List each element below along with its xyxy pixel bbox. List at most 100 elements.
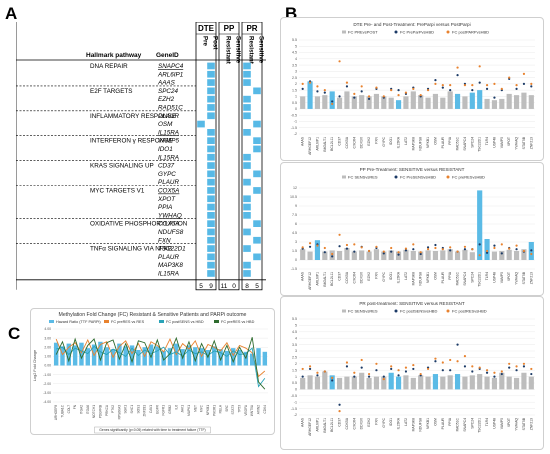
bar	[336, 97, 343, 109]
filled-cell	[253, 137, 261, 144]
filled-cell	[243, 112, 251, 120]
x-tick-label: ZNF213	[529, 137, 533, 149]
x-tick-label: LAT2	[404, 137, 408, 145]
x-tick-label: STAT5B	[522, 271, 526, 284]
bar	[381, 376, 387, 390]
y-tick-label: 0.00	[44, 364, 51, 368]
x-tick-label: GYPC	[382, 417, 386, 427]
x-tick-label: NOTCH1	[92, 405, 96, 418]
filled-cell	[207, 245, 215, 252]
y-tick-label: -3.00	[43, 391, 51, 395]
x-tick-label: SPC24	[470, 137, 474, 148]
bar	[351, 251, 357, 260]
data-point	[301, 87, 304, 90]
bar	[469, 252, 475, 260]
x-tick-label: MET	[193, 405, 197, 412]
data-point	[390, 250, 393, 253]
filled-cell	[207, 129, 215, 136]
bar	[403, 375, 409, 390]
x-tick-label: ITGA2	[79, 405, 83, 414]
gene-id: XPOT	[157, 196, 176, 203]
bar	[79, 342, 84, 366]
x-tick-label: DDX3X	[360, 417, 364, 429]
data-point	[471, 365, 474, 368]
filled-cell	[253, 170, 261, 178]
data-point	[493, 82, 496, 85]
x-tick-label: BCL2L11	[330, 418, 334, 432]
data-point	[530, 252, 533, 256]
bar	[366, 377, 372, 390]
filled-cell	[197, 120, 205, 128]
filled-cell	[207, 270, 215, 277]
bar	[307, 251, 313, 260]
data-point	[530, 85, 533, 88]
data-point	[367, 97, 371, 101]
x-tick-label: AAAS	[301, 136, 305, 146]
x-tick-label: PDGFRB	[98, 405, 102, 418]
data-point	[375, 369, 378, 372]
bar	[454, 374, 461, 390]
bar	[425, 97, 431, 109]
data-point	[382, 252, 385, 255]
x-tick-label: ARHGEF8	[54, 405, 58, 420]
x-tick-label: SNAPC4	[463, 137, 467, 151]
x-tick-label: COL7	[67, 405, 71, 414]
header-pathway: Hallmark pathway	[86, 52, 142, 59]
x-tick-label: LAT2	[404, 418, 408, 426]
bar	[432, 251, 439, 260]
x-tick-label: ZNF213	[529, 272, 533, 284]
bar	[329, 250, 335, 260]
x-tick-label: XPOT	[507, 418, 511, 427]
data-point	[426, 248, 430, 251]
y-tick-label: 5.5	[292, 317, 297, 321]
group-frame-dte	[195, 22, 217, 291]
filled-cell	[207, 137, 215, 144]
y-tick-label: -2	[294, 132, 297, 136]
data-point	[463, 245, 467, 248]
bar	[351, 376, 357, 390]
y-tick-label: 1.5	[292, 88, 297, 92]
y-tick-label: 0.5	[292, 381, 297, 385]
data-point	[338, 403, 341, 406]
bar	[218, 349, 223, 366]
x-tick-label: OSM	[433, 272, 437, 280]
chart-title: DTE Pre- and Post-Treatment: PreParpi ve…	[353, 22, 470, 27]
bar	[491, 377, 498, 390]
filled-cell	[253, 120, 261, 128]
bar	[344, 248, 350, 260]
bar	[322, 251, 328, 260]
data-point	[441, 86, 444, 89]
bar	[231, 348, 236, 366]
data-point	[485, 369, 489, 372]
x-tick-label: IDO1	[389, 137, 393, 145]
data-point	[360, 85, 363, 88]
x-tick-label: IDO1	[389, 272, 393, 280]
bar	[395, 251, 402, 260]
pathway-name: E2F TARGETS	[90, 88, 132, 95]
filled-cell	[207, 195, 215, 203]
gene-id: PLAUR	[158, 254, 179, 261]
x-tick-label: IL6	[174, 405, 178, 410]
legend-label: FC postSENSvsHBD	[400, 309, 437, 314]
y-tick-label: -1.5	[291, 267, 297, 271]
y-tick-label: 3.5	[292, 343, 297, 347]
bar	[506, 93, 512, 109]
bar	[462, 249, 468, 260]
data-point	[390, 365, 393, 368]
bar	[447, 249, 453, 260]
filled-cell	[243, 79, 251, 86]
x-tick-label: NFKB1	[426, 137, 430, 148]
x-tick-label: TLR4	[485, 418, 489, 426]
y-tick-label: 5.5	[292, 38, 297, 42]
x-tick-label: VAMP5	[500, 418, 504, 429]
data-point	[360, 246, 363, 249]
data-point	[404, 370, 408, 373]
group-frame-pr	[241, 22, 263, 291]
data-point	[434, 360, 437, 363]
data-point	[456, 73, 459, 77]
gene-id: NDUFS8	[158, 229, 184, 236]
legend-label: FC preRES vs RES	[111, 320, 145, 324]
x-tick-label: USP48	[492, 137, 496, 148]
legend-swatch	[214, 320, 219, 323]
col-header-post: Post	[212, 36, 219, 49]
